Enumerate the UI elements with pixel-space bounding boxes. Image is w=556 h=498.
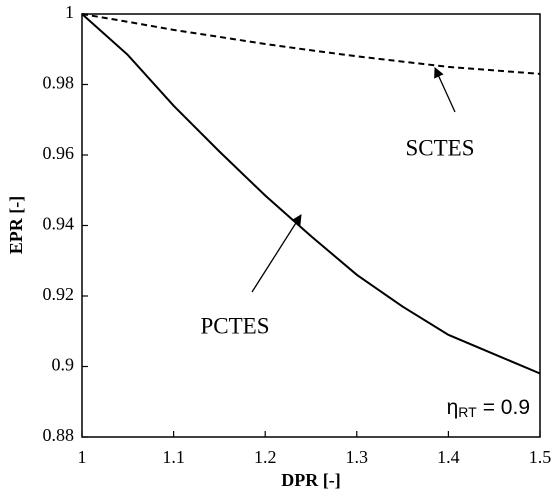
y-tick-label: 0.88 <box>43 425 75 445</box>
y-axis-label: EPR [-] <box>6 196 26 254</box>
plot-frame <box>81 13 541 438</box>
x-tick-label: 1 <box>78 447 87 467</box>
y-tick-label: 0.9 <box>52 355 75 375</box>
note-symbol: η <box>447 396 459 419</box>
y-tick-label: 0.94 <box>43 214 75 234</box>
x-tick-label: 1.5 <box>529 447 552 467</box>
y-tick-label: 0.98 <box>43 73 75 93</box>
series-arrow <box>434 67 456 113</box>
note: ηRT = 0.9 <box>447 396 530 420</box>
y-tick-label: 0.92 <box>43 284 75 304</box>
x-tick-label: 1.2 <box>254 447 277 467</box>
x-tick-label: 1.1 <box>162 447 185 467</box>
series-arrow <box>251 214 302 293</box>
y-tick-label: 1 <box>65 2 74 22</box>
y-tick-label: 0.96 <box>43 143 75 163</box>
line-series <box>81 13 541 75</box>
x-tick-label: 1.3 <box>346 447 369 467</box>
series-label: SCTES <box>405 135 474 160</box>
note-subscript: RT <box>458 404 477 420</box>
series-label: PCTES <box>200 313 269 338</box>
x-axis-label: DPR [-] <box>281 470 340 490</box>
note-text: = 0.9 <box>483 396 530 419</box>
x-tick-label: 1.4 <box>437 447 460 467</box>
line-series <box>81 13 541 375</box>
